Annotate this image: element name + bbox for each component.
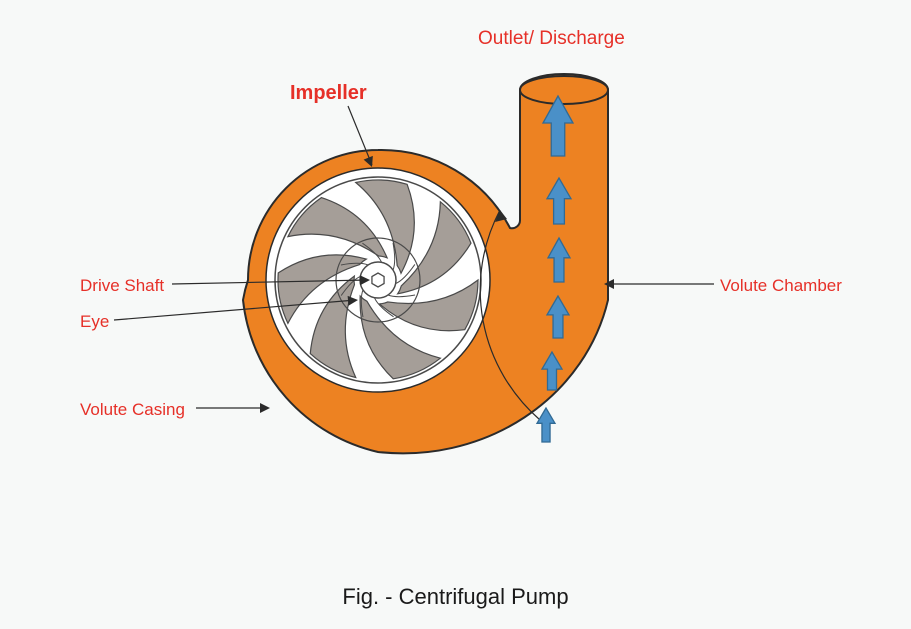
impeller-blades-large <box>278 180 478 379</box>
flow-arrow <box>537 408 555 442</box>
flow-arrow <box>547 296 569 338</box>
leader-line <box>114 300 356 320</box>
flow-arrow <box>542 352 562 390</box>
impeller-vanelet <box>361 290 363 317</box>
impeller-blade <box>356 180 415 273</box>
label-casing: Volute Casing <box>80 400 185 420</box>
label-outlet: Outlet/ Discharge <box>478 28 625 50</box>
flow-direction-arrowhead <box>495 210 507 222</box>
leader-line <box>348 106 372 165</box>
impeller-blade <box>360 296 440 379</box>
impeller-ring <box>275 177 481 383</box>
impeller-vanelet <box>393 243 395 270</box>
flow-direction-curve <box>480 210 540 420</box>
flow-arrow <box>548 238 570 282</box>
flow-arrow <box>543 96 573 156</box>
impeller-vanelet <box>374 298 393 317</box>
impeller-vanelet <box>341 276 360 295</box>
impeller-vanelet <box>388 295 415 297</box>
impeller-hub <box>360 262 396 298</box>
impeller-hex-nut <box>372 273 384 287</box>
label-drive: Drive Shaft <box>80 276 164 296</box>
impeller-vanelet <box>362 243 381 262</box>
outlet-top-rim <box>520 76 608 104</box>
impeller-inner-circle <box>336 238 420 322</box>
impeller-blade <box>379 280 478 331</box>
impeller-blade <box>288 198 387 258</box>
impeller-blade <box>398 202 471 294</box>
impeller-vanelet <box>396 264 415 283</box>
leader-lines <box>114 106 714 413</box>
impeller-blade <box>310 276 356 377</box>
leader-arrowhead <box>364 156 373 167</box>
label-eye: Eye <box>80 312 109 332</box>
centrifugal-pump-diagram <box>0 0 911 629</box>
leader-arrowhead <box>348 296 358 306</box>
impeller-disc-bg <box>266 168 490 392</box>
leader-line <box>172 280 368 284</box>
flow-arrow <box>547 178 571 224</box>
impeller-blade <box>278 255 366 324</box>
impeller-vanelet <box>341 263 368 265</box>
leader-arrowhead <box>360 275 370 285</box>
figure-caption: Fig. - Centrifugal Pump <box>0 584 911 610</box>
label-chamber: Volute Chamber <box>720 276 842 296</box>
leader-arrowhead <box>260 403 270 413</box>
flow-arrows <box>537 96 573 442</box>
label-impeller: Impeller <box>290 82 367 105</box>
impeller-blades-small <box>341 243 415 317</box>
leader-arrowhead <box>604 279 614 289</box>
volute-casing-shape <box>243 74 608 453</box>
